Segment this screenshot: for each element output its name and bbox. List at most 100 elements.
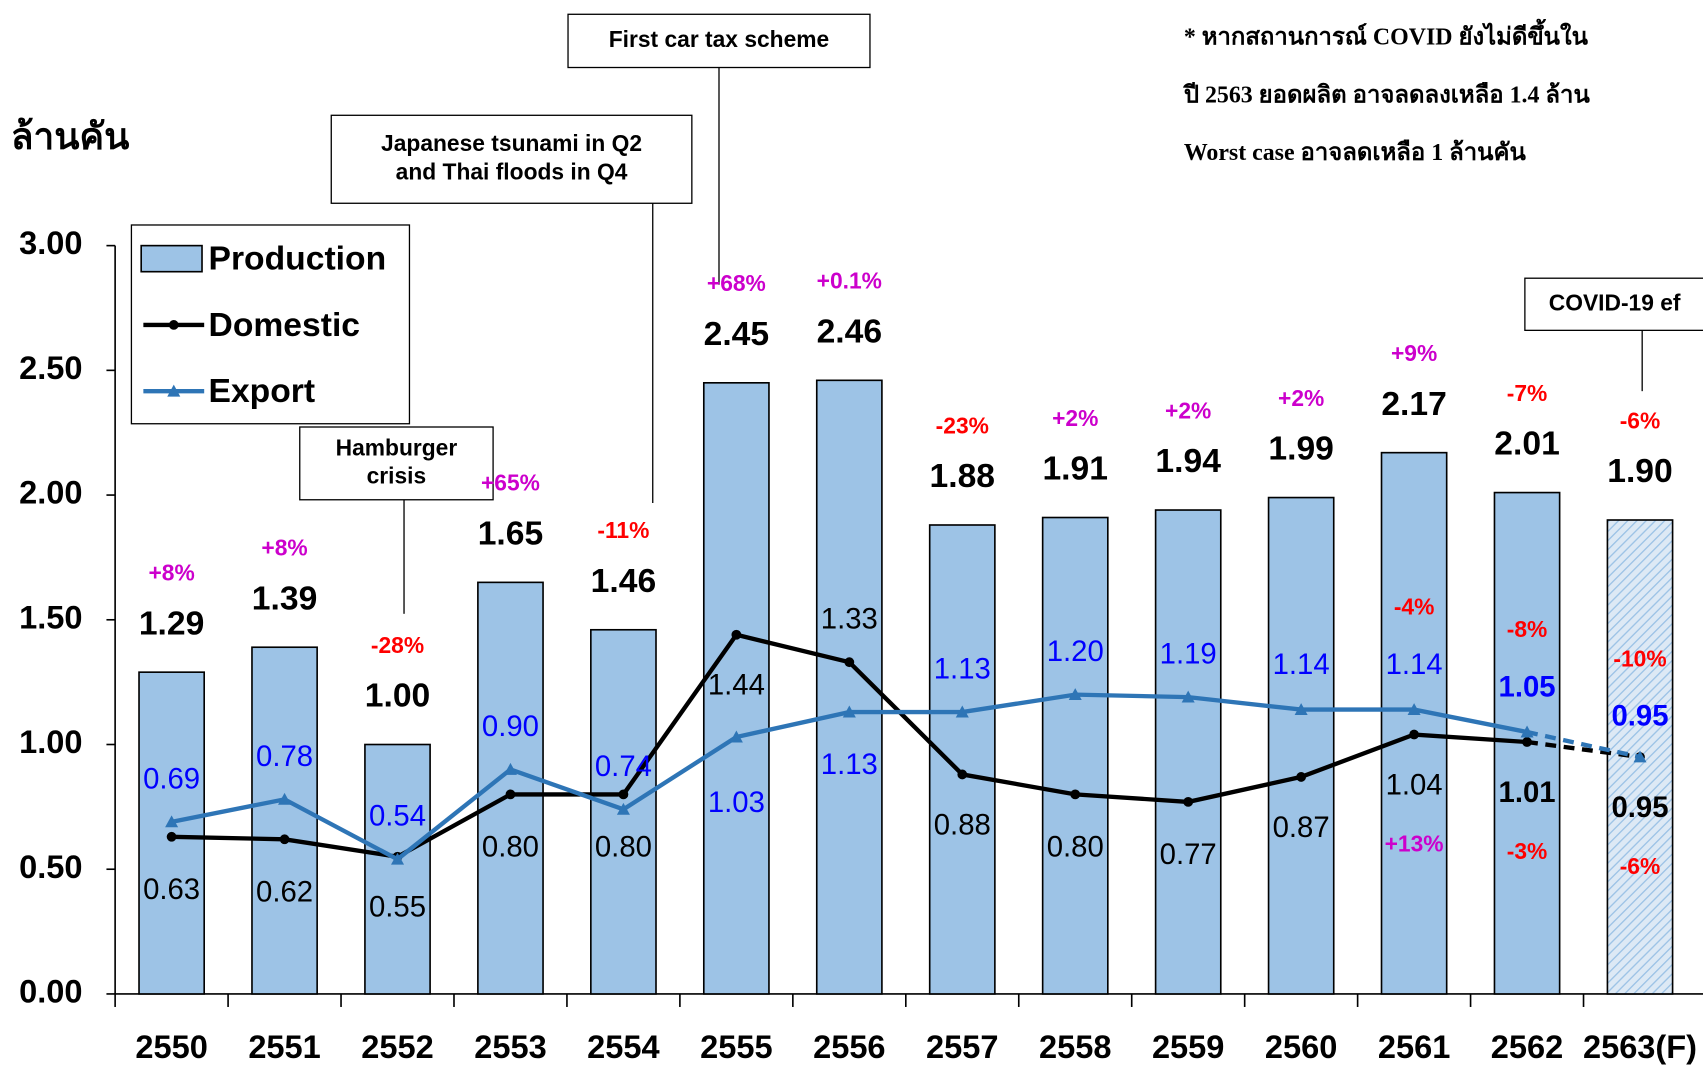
annotation-text: and Thai floods in Q4 [396,158,628,184]
line-value-label: 0.88 [934,808,991,841]
growth-label: -11% [597,517,649,543]
bar-value-label: 1.65 [478,516,544,553]
bar-value-label: 2.17 [1381,386,1447,423]
x-tick-label: 2553 [474,1029,546,1065]
line-value-label: 1.19 [1160,638,1217,671]
line-value-label: 0.55 [369,891,426,924]
marker [1068,688,1082,701]
x-tick-label: 2557 [926,1029,998,1065]
x-tick-label: 2552 [361,1029,433,1065]
bar-value-label: 1.99 [1268,431,1334,468]
bar [1267,496,1335,995]
y-tick-label: 0.50 [19,849,82,885]
legend-label: Production [209,241,387,278]
x-tick-label: 2561 [1378,1029,1450,1065]
bar-value-label: 1.46 [591,563,657,600]
y-tick-label: 1.50 [19,599,82,635]
marker [1294,703,1308,716]
line-value-label: 0.62 [256,875,313,908]
marker [503,762,517,775]
line-value-label: 1.05 [1499,670,1556,703]
line-value-label: 1.33 [821,603,878,636]
line-value-label: 0.77 [1160,838,1217,871]
bar-value-label: 1.00 [365,678,431,715]
y-tick-label: 2.00 [19,475,82,511]
growth-label: +2% [1278,385,1324,411]
marker [731,629,742,640]
bar-value-label: 1.94 [1155,443,1221,480]
bar-value-label: 1.29 [139,605,205,642]
marker [390,852,405,865]
bar-value-label: 1.91 [1042,451,1108,488]
note-line: ปี 2563 ยอดผลิต อาจลดลงเหลือ 1.4 ล้าน [1183,81,1591,108]
marker [729,730,743,743]
line-value-label: 0.90 [482,710,539,743]
marker [1633,750,1647,763]
x-tick-label: 2551 [248,1029,320,1065]
line-value-label: 0.80 [595,830,652,863]
x-tick-label: 2555 [700,1029,772,1065]
legend-marker [167,384,181,397]
line-value-label: 0.95 [1611,791,1668,824]
annotation-text: Japanese tsunami in Q2 [381,130,642,156]
line [1526,729,1641,760]
annotation-text: Hamburger [336,434,458,460]
growth-label: -6% [1620,853,1661,879]
growth-label: -3% [1507,838,1548,864]
marker [1409,729,1419,740]
line-value-label: 1.04 [1386,768,1443,801]
marker [616,802,630,815]
marker [618,789,629,800]
marker [279,834,290,845]
x-tick-label: 2558 [1039,1029,1111,1065]
line-value-label: 1.14 [1386,648,1443,681]
annotation-box [567,13,871,69]
bar-value-label: 1.39 [252,580,318,617]
annotation-text: COVID-19 ef [1549,289,1681,315]
bar [702,382,770,995]
note-line: Worst case อาจลดเหลือ 1 ล้านคัน [1184,139,1527,166]
bar [928,524,996,995]
growth-label: -10% [1613,645,1666,671]
marker [842,705,856,718]
marker [1520,725,1534,738]
marker [1407,703,1421,716]
line-value-label: 1.01 [1499,776,1556,809]
line-value-label: 0.69 [143,762,200,795]
marker [1296,772,1307,782]
legend-label: Domestic [209,307,361,344]
x-tick-label: 2550 [135,1029,207,1065]
growth-label: -6% [1620,407,1661,433]
legend-label: Export [209,373,316,410]
growth-label: +68% [707,270,766,296]
growth-label: +2% [1052,405,1098,431]
line-value-label: 0.95 [1611,700,1668,733]
marker [1183,796,1194,807]
growth-label: -7% [1507,380,1548,406]
unit-label: ล้านคัน [11,116,129,157]
x-tick-label: 2563(F) [1583,1029,1697,1065]
x-tick-label: 2556 [813,1029,885,1065]
bar-value-label: 2.46 [817,314,883,351]
marker [1181,690,1195,703]
legend-marker [168,320,179,330]
x-tick-label: 2554 [587,1029,659,1065]
y-tick-label: 0.00 [19,974,82,1010]
marker [1070,789,1081,800]
growth-label: +2% [1165,397,1211,423]
legend-swatch [140,244,203,273]
line-value-label: 0.80 [1047,830,1104,863]
marker [1522,737,1532,747]
growth-label: -28% [371,632,424,658]
growth-label: +13% [1385,830,1444,856]
line-value-label: 1.13 [821,748,878,781]
line-value-label: 0.87 [1273,811,1330,844]
growth-label: -8% [1507,616,1548,642]
bar [251,646,318,995]
annotation-text: First car tax scheme [609,26,830,52]
bar [1154,509,1222,995]
bar [815,379,883,995]
marker [165,815,179,828]
line-value-label: 0.78 [256,740,313,773]
